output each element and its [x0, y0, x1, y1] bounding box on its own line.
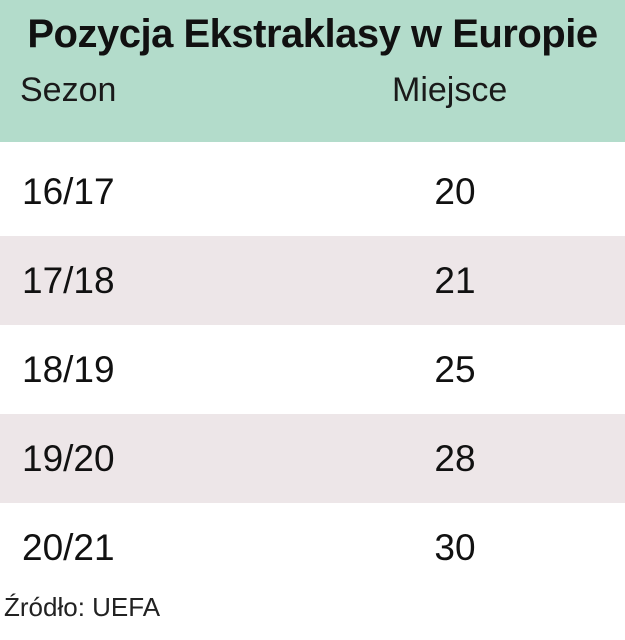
table-row: 17/18 21: [0, 236, 625, 325]
source-note: Źródło: UEFA: [4, 592, 161, 622]
table-header: Pozycja Ekstraklasy w Europie Sezon Miej…: [0, 0, 625, 142]
table-row: 20/21 30: [0, 503, 625, 592]
table-row: 16/17 20: [0, 147, 625, 236]
place-cell: 25: [434, 349, 476, 390]
place-cell: 30: [434, 527, 476, 568]
season-cell: 18/19: [22, 349, 115, 390]
table-row: 19/20 28: [0, 414, 625, 503]
table-body: 16/17 20 17/18 21 18/19 25 19/20 28 20/2…: [0, 147, 625, 592]
season-cell: 16/17: [22, 171, 115, 212]
season-cell: 17/18: [22, 260, 115, 301]
column-header-season: Sezon: [20, 71, 117, 109]
place-cell: 21: [434, 260, 476, 301]
season-cell: 19/20: [22, 438, 115, 479]
season-cell: 20/21: [22, 527, 115, 568]
table-row: 18/19 25: [0, 325, 625, 414]
place-cell: 20: [434, 171, 476, 212]
column-header-place: Miejsce: [392, 71, 508, 109]
table-title: Pozycja Ekstraklasy w Europie: [27, 12, 598, 56]
place-cell: 28: [434, 438, 476, 479]
